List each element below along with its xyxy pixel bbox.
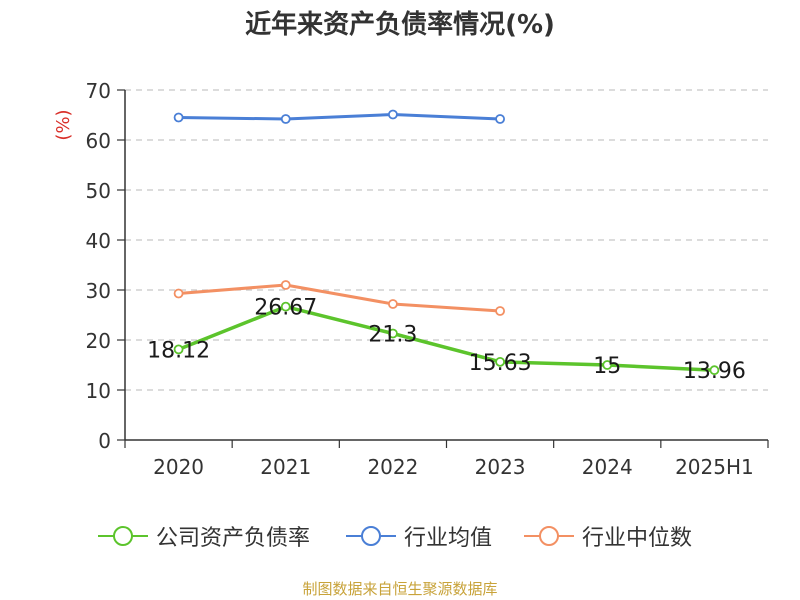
data-point[interactable] (280, 301, 291, 312)
legend-marker-industry-mean (346, 526, 396, 546)
data-point[interactable] (173, 288, 184, 299)
series-line (177, 304, 715, 372)
x-tick-label: 2020 (153, 455, 204, 479)
x-tick-label: 2021 (260, 455, 311, 479)
legend-marker-industry-median (524, 526, 574, 546)
legend-label-company: 公司资产负债率 (156, 526, 311, 551)
y-tick-label: 70 (86, 79, 111, 103)
x-tick-label: 2024 (582, 455, 633, 479)
y-tick-label: 10 (86, 379, 111, 403)
y-tick-label: 40 (86, 229, 111, 253)
data-point[interactable] (602, 360, 613, 370)
series-line (178, 113, 501, 121)
data-point[interactable] (388, 328, 398, 339)
y-tick-label: 0 (98, 429, 111, 453)
data-point[interactable] (388, 109, 398, 120)
legend-item-company[interactable]: 公司资产负债率 (98, 518, 310, 554)
data-label: 13.96 (683, 359, 746, 384)
chart-title: 近年来资产负债率情况(%) (245, 10, 555, 40)
y-tick-label: 60 (86, 129, 111, 153)
data-point[interactable] (388, 299, 398, 309)
legend-item-industry-mean[interactable]: 行业均值 (346, 518, 492, 554)
data-point[interactable] (280, 280, 291, 290)
data-point[interactable] (495, 306, 505, 316)
data-label: 26.67 (254, 296, 317, 321)
x-tick-label: 2023 (475, 455, 526, 479)
data-label: 18.12 (147, 338, 210, 363)
source-note: 制图数据来自恒生聚源数据库 (302, 580, 498, 598)
data-label: 15.63 (469, 351, 532, 376)
data-point[interactable] (495, 356, 505, 367)
data-label: 21.3 (368, 323, 417, 348)
y-axis-label: (%) (53, 109, 74, 140)
data-point[interactable] (173, 112, 184, 123)
series-line (178, 283, 501, 313)
data-point[interactable] (495, 114, 505, 124)
data-point[interactable] (173, 344, 184, 355)
x-tick-label: 2025H1 (675, 455, 754, 479)
data-point[interactable] (280, 114, 291, 124)
legend: 公司资产负债率 行业均值 行业中位数 (0, 518, 800, 554)
data-point[interactable] (709, 365, 720, 376)
y-tick-label: 30 (86, 279, 111, 303)
legend-item-industry-median[interactable]: 行业中位数 (524, 518, 692, 554)
legend-label-industry-median: 行业中位数 (582, 526, 693, 551)
x-tick-label: 2022 (367, 455, 418, 479)
legend-label-industry-mean: 行业均值 (404, 526, 493, 551)
y-tick-label: 50 (86, 179, 111, 203)
y-tick-label: 20 (86, 329, 111, 353)
data-label: 15 (593, 354, 621, 379)
legend-marker-company (98, 526, 148, 546)
